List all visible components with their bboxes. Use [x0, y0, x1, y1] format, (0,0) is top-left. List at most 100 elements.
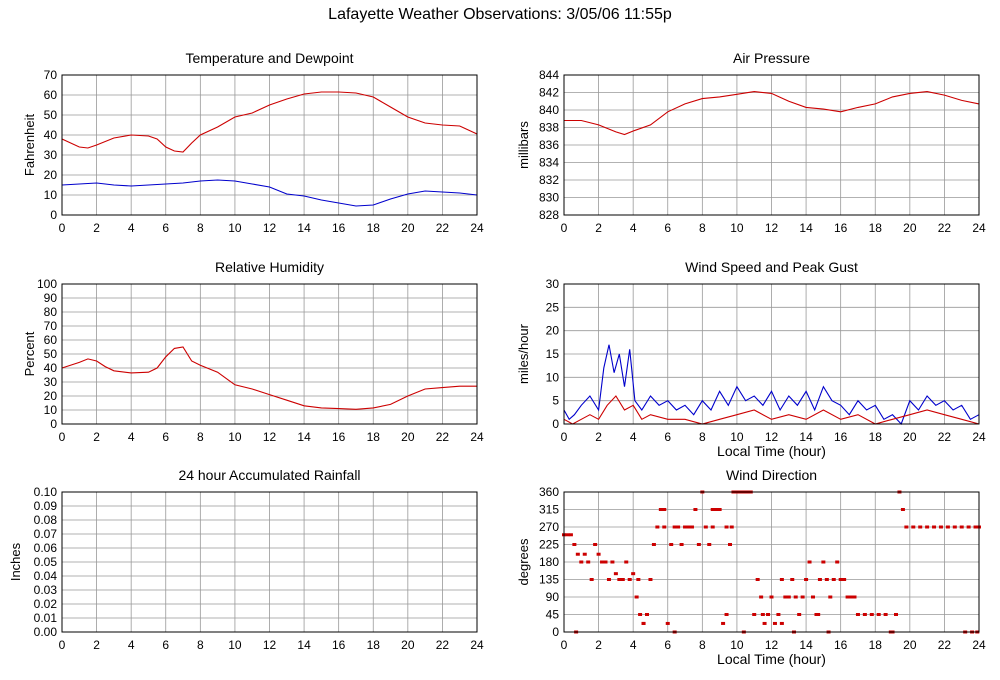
data-point	[683, 525, 688, 529]
chart-title: 24 hour Accumulated Rainfall	[178, 467, 360, 483]
x-tick-label: 20	[401, 638, 415, 652]
y-tick-label: 10	[546, 370, 560, 384]
x-tick-label: 2	[595, 430, 602, 444]
x-tick-label: 14	[799, 638, 813, 652]
x-tick-label: 24	[972, 221, 986, 235]
data-point	[790, 578, 795, 581]
data-point	[686, 525, 691, 529]
x-tick-label: 16	[834, 430, 848, 444]
y-tick-label: 830	[539, 191, 559, 205]
x-tick-label: 12	[765, 430, 779, 444]
data-point	[601, 560, 606, 564]
y-tick-label: 0.00	[34, 625, 58, 639]
y-tick-label: 135	[539, 573, 559, 587]
data-point	[613, 572, 618, 576]
data-point	[645, 613, 649, 616]
data-point	[938, 525, 943, 529]
data-point	[593, 543, 598, 546]
data-point	[831, 578, 836, 581]
plot-frame	[61, 74, 478, 216]
data-point	[918, 525, 923, 529]
data-point	[797, 613, 802, 616]
data-point	[679, 543, 684, 546]
data-point	[641, 621, 646, 625]
y-axis-label: Fahrenheit	[22, 114, 37, 177]
y-tick-label: 5	[552, 394, 559, 408]
data-point	[852, 595, 857, 599]
data-point	[665, 621, 670, 625]
x-tick-label: 24	[972, 430, 986, 444]
x-tick-label: 20	[401, 221, 415, 235]
y-tick-label: 100	[37, 277, 57, 291]
x-tick-label: 12	[765, 221, 779, 235]
data-point	[783, 595, 788, 599]
data-point	[835, 560, 840, 564]
plot-frame	[61, 491, 478, 633]
series-line	[563, 395, 980, 425]
plot-frame	[563, 491, 980, 633]
data-point	[714, 508, 719, 511]
x-tick-label: 18	[869, 430, 883, 444]
data-point	[804, 578, 809, 581]
y-axis-label: miles/hour	[516, 323, 531, 384]
x-tick-label: 22	[436, 638, 450, 652]
y-tick-label: 270	[539, 520, 559, 534]
chart-title: Relative Humidity	[215, 259, 324, 275]
data-point	[811, 595, 815, 599]
data-point	[582, 552, 587, 556]
y-tick-label: 10	[44, 188, 58, 202]
data-point	[817, 578, 822, 581]
x-tick-label: 10	[730, 221, 744, 235]
data-point	[883, 613, 888, 616]
data-point	[707, 543, 712, 546]
y-tick-label: 0.08	[34, 513, 58, 527]
data-point	[779, 621, 784, 625]
x-tick-label: 0	[59, 430, 66, 444]
data-point	[828, 595, 833, 599]
y-tick-label: 70	[44, 319, 58, 333]
data-point	[925, 525, 930, 529]
y-tick-label: 840	[539, 103, 559, 117]
y-tick-label: 0	[50, 208, 57, 222]
x-tick-label: 12	[765, 638, 779, 652]
x-tick-label: 0	[59, 221, 66, 235]
x-tick-label: 4	[630, 430, 637, 444]
x-tick-label: 6	[162, 430, 169, 444]
y-tick-label: 60	[44, 88, 58, 102]
data-point	[610, 560, 615, 564]
x-tick-label: 24	[470, 638, 484, 652]
y-tick-label: 836	[539, 138, 559, 152]
y-tick-label: 50	[44, 108, 58, 122]
data-point	[634, 595, 639, 599]
chart-title: Air Pressure	[733, 50, 810, 66]
data-point	[717, 508, 722, 511]
y-tick-label: 40	[44, 361, 58, 375]
y-axis-label: Percent	[22, 331, 37, 376]
data-point	[575, 552, 580, 556]
x-tick-label: 0	[59, 638, 66, 652]
x-tick-label: 6	[162, 221, 169, 235]
x-tick-label: 4	[128, 430, 135, 444]
y-tick-label: 30	[44, 148, 58, 162]
x-tick-label: 24	[470, 430, 484, 444]
data-point	[952, 525, 957, 529]
x-tick-label: 22	[938, 638, 952, 652]
data-point	[689, 525, 694, 529]
data-point	[572, 543, 577, 546]
page-title: Lafayette Weather Observations: 3/05/06 …	[328, 6, 672, 23]
y-axis-label: Inches	[8, 542, 23, 581]
data-point	[565, 533, 570, 537]
y-axis-label: degrees	[516, 538, 531, 585]
x-tick-label: 18	[367, 430, 381, 444]
data-point	[651, 543, 656, 546]
chart-title: Wind Direction	[726, 467, 817, 483]
x-tick-label: 14	[297, 430, 311, 444]
plot-frame	[61, 283, 478, 425]
data-point	[966, 525, 971, 529]
x-tick-label: 16	[332, 221, 346, 235]
y-tick-label: 15	[546, 347, 560, 361]
y-tick-label: 45	[546, 608, 560, 622]
x-tick-label: 2	[93, 221, 100, 235]
